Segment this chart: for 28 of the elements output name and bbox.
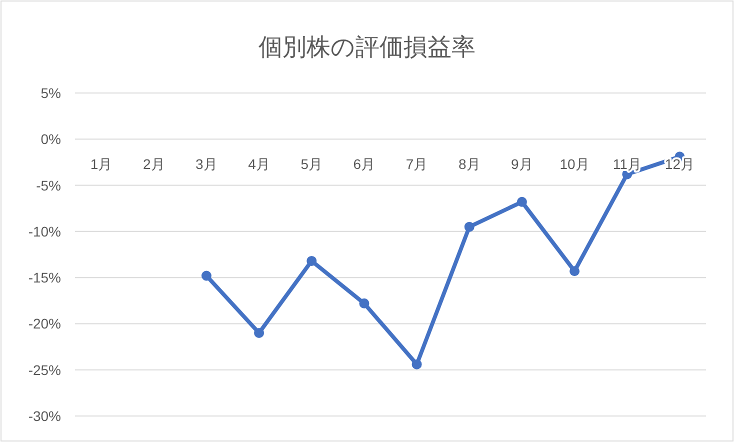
y-tick-label: -5% [36,177,61,194]
x-tick-label: 9月 [511,156,533,172]
point [201,270,212,281]
point [464,222,474,232]
y-tick-label: -30% [28,408,61,424]
x-tick-label: 2月 [142,156,165,172]
y-tick-label: -25% [28,362,61,378]
x-tick-label: 5月 [300,156,323,172]
point [412,359,422,370]
x-tick-label: 1月 [90,156,112,172]
x-tick-label: 6月 [353,156,376,172]
x-tick-label: 7月 [406,156,428,172]
y-tick-label: 0% [40,131,61,148]
x-tick-label: 3月 [196,156,218,172]
y-tick-label: -20% [28,316,61,332]
point [306,256,317,266]
point [359,298,370,308]
x-tick-label: 4月 [248,156,270,172]
x-tick-label: 11月 [612,156,642,172]
y-tick-label: 5% [40,85,61,101]
x-tick-label: 10月 [560,156,590,172]
point [254,328,264,338]
point [516,196,527,207]
x-tick-label: 8月 [458,156,480,172]
point [570,266,580,276]
y-tick-label: -10% [28,223,61,240]
title: 個別株の評価損益率 [258,34,476,61]
y-tick-label: -15% [28,270,61,286]
